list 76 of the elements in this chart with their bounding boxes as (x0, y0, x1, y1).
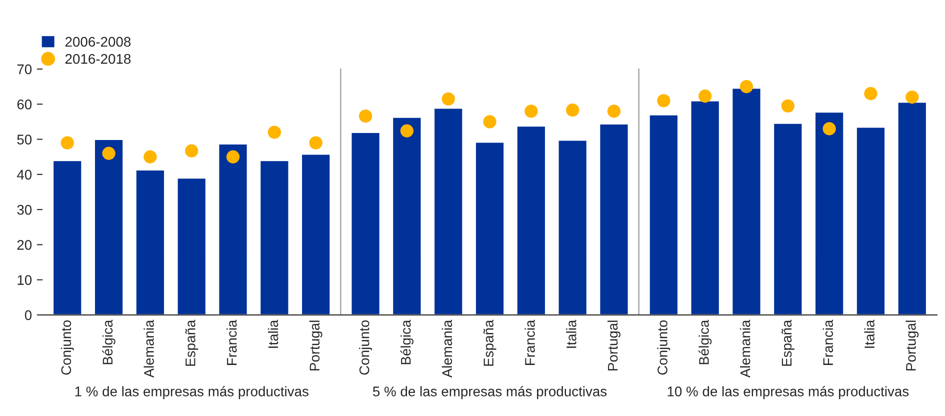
point (102, 146, 116, 160)
point (358, 110, 372, 123)
x-tick-label: España (483, 320, 496, 366)
point (226, 150, 240, 164)
point (400, 124, 414, 138)
bar (557, 139, 588, 315)
bar (350, 132, 381, 315)
x-tick-label: Alemania (144, 320, 154, 378)
point (185, 144, 198, 158)
bar (731, 87, 762, 315)
x-tick-label: Bélgica (400, 320, 414, 364)
point (442, 92, 455, 106)
x-tick-label: Conjunto (60, 320, 74, 375)
bar (772, 122, 804, 315)
point (740, 80, 754, 94)
point (309, 136, 322, 150)
x-tick-label: Italia (268, 320, 278, 348)
bar (598, 123, 630, 315)
bar (135, 169, 166, 315)
bar (218, 143, 248, 315)
point (144, 150, 157, 164)
bar (392, 116, 422, 315)
x-tick-label: Francia (524, 320, 535, 365)
x-tick-label: Portugal (906, 320, 919, 370)
x-tick-label: Alemania (442, 320, 452, 378)
y-tick-label: 0 (24, 310, 32, 320)
point (483, 115, 496, 128)
point (566, 104, 580, 117)
y-tick-label: 40 (16, 170, 32, 180)
x-tick-label: Francia (822, 320, 834, 365)
point (781, 99, 794, 113)
y-tick-label: 10 (18, 275, 32, 285)
point (268, 126, 282, 139)
x-tick-label: Portugal (608, 320, 620, 370)
legend-label: 2016-2018 (65, 54, 131, 64)
point (524, 104, 538, 118)
y-tick-label: 60 (17, 100, 32, 110)
x-tick-label: España (185, 320, 198, 366)
bar (474, 141, 505, 315)
bar (648, 114, 679, 315)
bar (52, 160, 83, 315)
point (906, 90, 919, 104)
y-tick-label: 70 (17, 64, 32, 74)
bar (94, 138, 124, 315)
point (864, 87, 878, 100)
x-tick-label: Bélgica (102, 320, 116, 364)
x-tick-label: Francia (226, 320, 237, 365)
bar (259, 160, 290, 315)
x-axis-title: 10 % de las empresas más productivas (668, 386, 909, 400)
bar (300, 153, 332, 315)
x-tick-label: España (782, 320, 794, 366)
x-axis-title: 1 % de las empresas más productivas (75, 386, 308, 400)
x-tick-label: Conjunto (359, 320, 372, 375)
x-axis-title: 5 % de las empresas más productivas (372, 386, 607, 400)
point (698, 90, 712, 103)
legend-label: 2006-2008 (65, 36, 131, 47)
x-tick-label: Bélgica (698, 320, 712, 364)
x-tick-label: Portugal (309, 320, 322, 370)
y-tick-label: 30 (17, 204, 32, 215)
point (60, 136, 74, 150)
y-tick-label: 50 (17, 134, 32, 144)
point (607, 104, 621, 118)
x-tick-label: Alemania (740, 320, 750, 378)
bar (814, 111, 844, 315)
bar (516, 125, 546, 315)
bar (896, 101, 928, 315)
y-tick-label: 20 (17, 240, 32, 250)
x-tick-label: Italia (864, 320, 874, 348)
bar (176, 177, 207, 315)
point (657, 94, 670, 108)
x-tick-label: Conjunto (657, 320, 670, 375)
bar (433, 107, 464, 315)
bar (690, 100, 720, 315)
bar (856, 126, 886, 315)
point (822, 122, 836, 136)
x-tick-label: Italia (566, 320, 576, 348)
